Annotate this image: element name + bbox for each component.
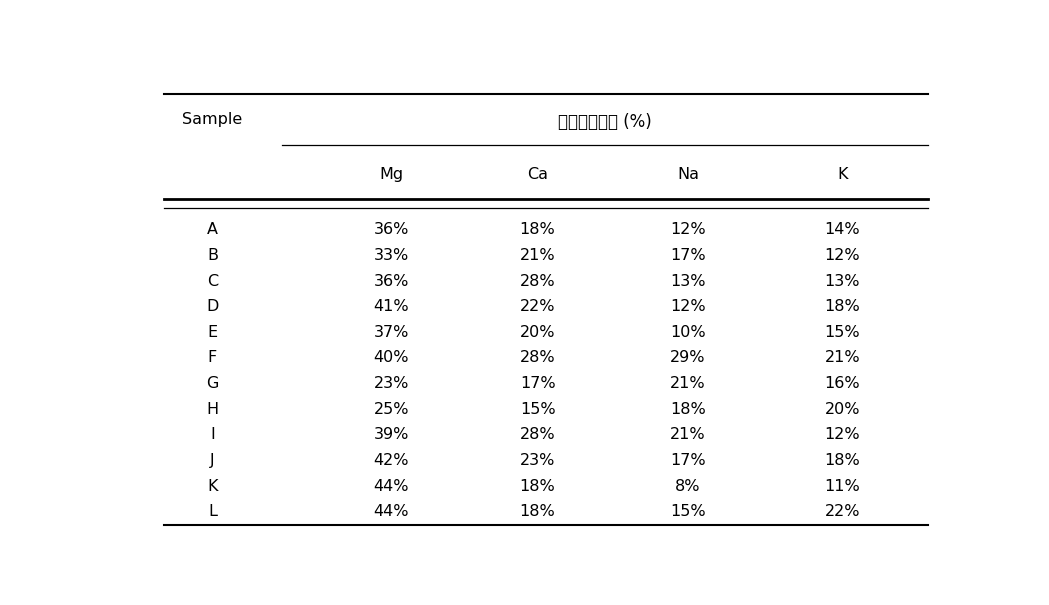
Text: K: K [207,479,218,494]
Text: D: D [207,299,218,314]
Text: 12%: 12% [670,299,706,314]
Text: 13%: 13% [825,273,860,289]
Text: Na: Na [677,166,699,181]
Text: H: H [207,402,218,417]
Text: 상대표준편차 (%): 상대표준편차 (%) [558,113,651,131]
Text: 41%: 41% [373,299,409,314]
Text: 17%: 17% [670,453,706,468]
Text: 25%: 25% [373,402,409,417]
Text: 39%: 39% [373,427,409,442]
Text: 33%: 33% [373,248,409,263]
Text: E: E [208,325,217,340]
Text: 20%: 20% [825,402,860,417]
Text: Ca: Ca [527,166,549,181]
Text: 12%: 12% [825,427,860,442]
Text: 28%: 28% [520,273,555,289]
Text: F: F [208,350,217,365]
Text: B: B [207,248,218,263]
Text: 18%: 18% [670,402,706,417]
Text: 13%: 13% [670,273,706,289]
Text: 21%: 21% [520,248,555,263]
Text: G: G [207,376,218,391]
Text: 29%: 29% [670,350,706,365]
Text: 15%: 15% [520,402,555,417]
Text: 15%: 15% [825,325,860,340]
Text: 42%: 42% [373,453,409,468]
Text: 22%: 22% [520,299,555,314]
Text: Sample: Sample [183,112,242,126]
Text: J: J [210,453,215,468]
Text: 18%: 18% [519,222,556,237]
Text: 36%: 36% [373,222,409,237]
Text: 28%: 28% [520,427,555,442]
Text: 15%: 15% [670,504,706,519]
Text: 17%: 17% [670,248,706,263]
Text: 40%: 40% [373,350,409,365]
Text: 12%: 12% [825,248,860,263]
Text: 21%: 21% [825,350,860,365]
Text: 37%: 37% [373,325,409,340]
Text: 28%: 28% [520,350,555,365]
Text: 14%: 14% [825,222,860,237]
Text: 22%: 22% [825,504,860,519]
Text: 21%: 21% [670,427,706,442]
Text: 8%: 8% [676,479,701,494]
Text: 12%: 12% [670,222,706,237]
Text: 21%: 21% [670,376,706,391]
Text: I: I [210,427,215,442]
Text: 36%: 36% [373,273,409,289]
Text: 18%: 18% [519,479,556,494]
Text: 20%: 20% [520,325,555,340]
Text: 11%: 11% [825,479,860,494]
Text: 18%: 18% [825,299,860,314]
Text: 18%: 18% [825,453,860,468]
Text: 44%: 44% [373,504,409,519]
Text: 23%: 23% [373,376,409,391]
Text: 44%: 44% [373,479,409,494]
Text: A: A [207,222,218,237]
Text: C: C [207,273,218,289]
Text: 17%: 17% [520,376,555,391]
Text: 16%: 16% [825,376,860,391]
Text: 10%: 10% [670,325,706,340]
Text: 18%: 18% [519,504,556,519]
Text: Mg: Mg [380,166,403,181]
Text: 23%: 23% [520,453,555,468]
Text: K: K [837,166,848,181]
Text: L: L [208,504,217,519]
